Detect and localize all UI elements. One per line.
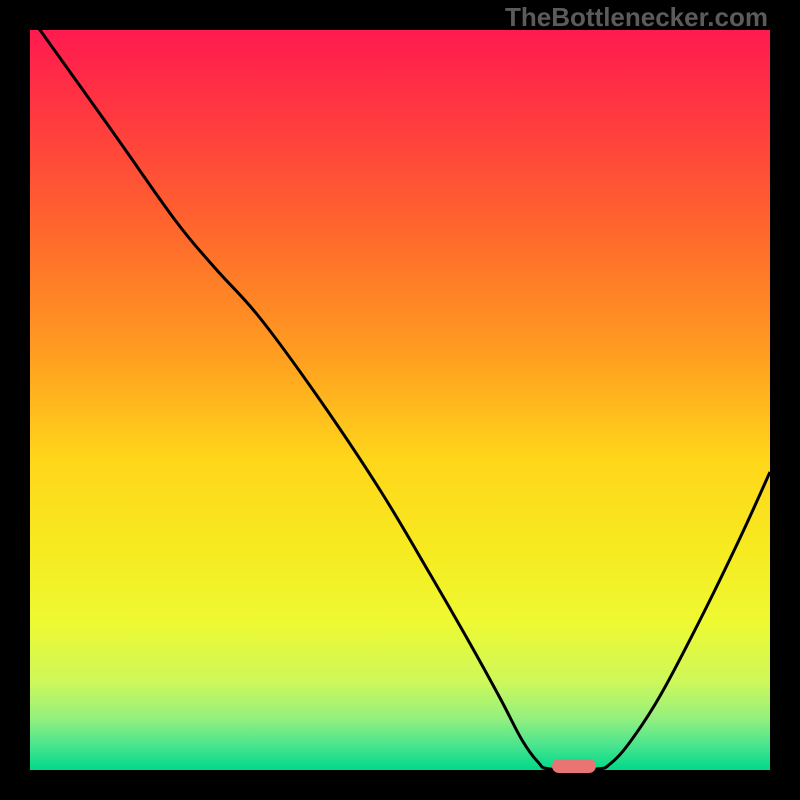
gradient-background [0, 0, 800, 800]
watermark-text: TheBottlenecker.com [505, 2, 768, 33]
plot-area [30, 30, 770, 770]
optimal-marker [552, 759, 596, 773]
gradient-rect [30, 30, 770, 770]
